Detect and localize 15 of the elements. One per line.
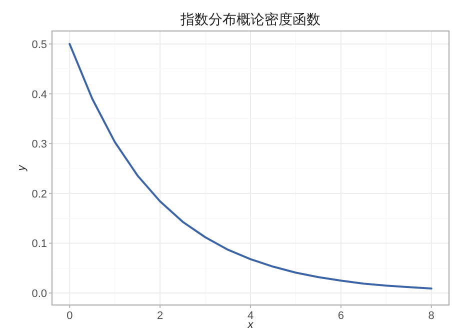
x-tick-label: 2 (157, 310, 164, 322)
x-tick-label: 8 (428, 310, 434, 322)
x-tick-label: 0 (66, 310, 73, 322)
y-axis-title: y (16, 164, 28, 172)
y-tick-label: 0.3 (32, 138, 47, 151)
line-series (68, 42, 432, 290)
y-tick-label: 0.1 (32, 238, 47, 250)
y-tick-label: 0.2 (32, 188, 47, 200)
y-tick-label: 0.4 (32, 88, 47, 101)
y-tick-label: 0.5 (32, 38, 47, 51)
y-tick-label: 0.0 (32, 288, 47, 300)
x-tick-label: 6 (338, 310, 344, 322)
x-axis-title: x (246, 319, 254, 331)
chart-title: 指数分布概论密度函数 (180, 12, 320, 28)
x-tick-label: 4 (247, 310, 254, 322)
